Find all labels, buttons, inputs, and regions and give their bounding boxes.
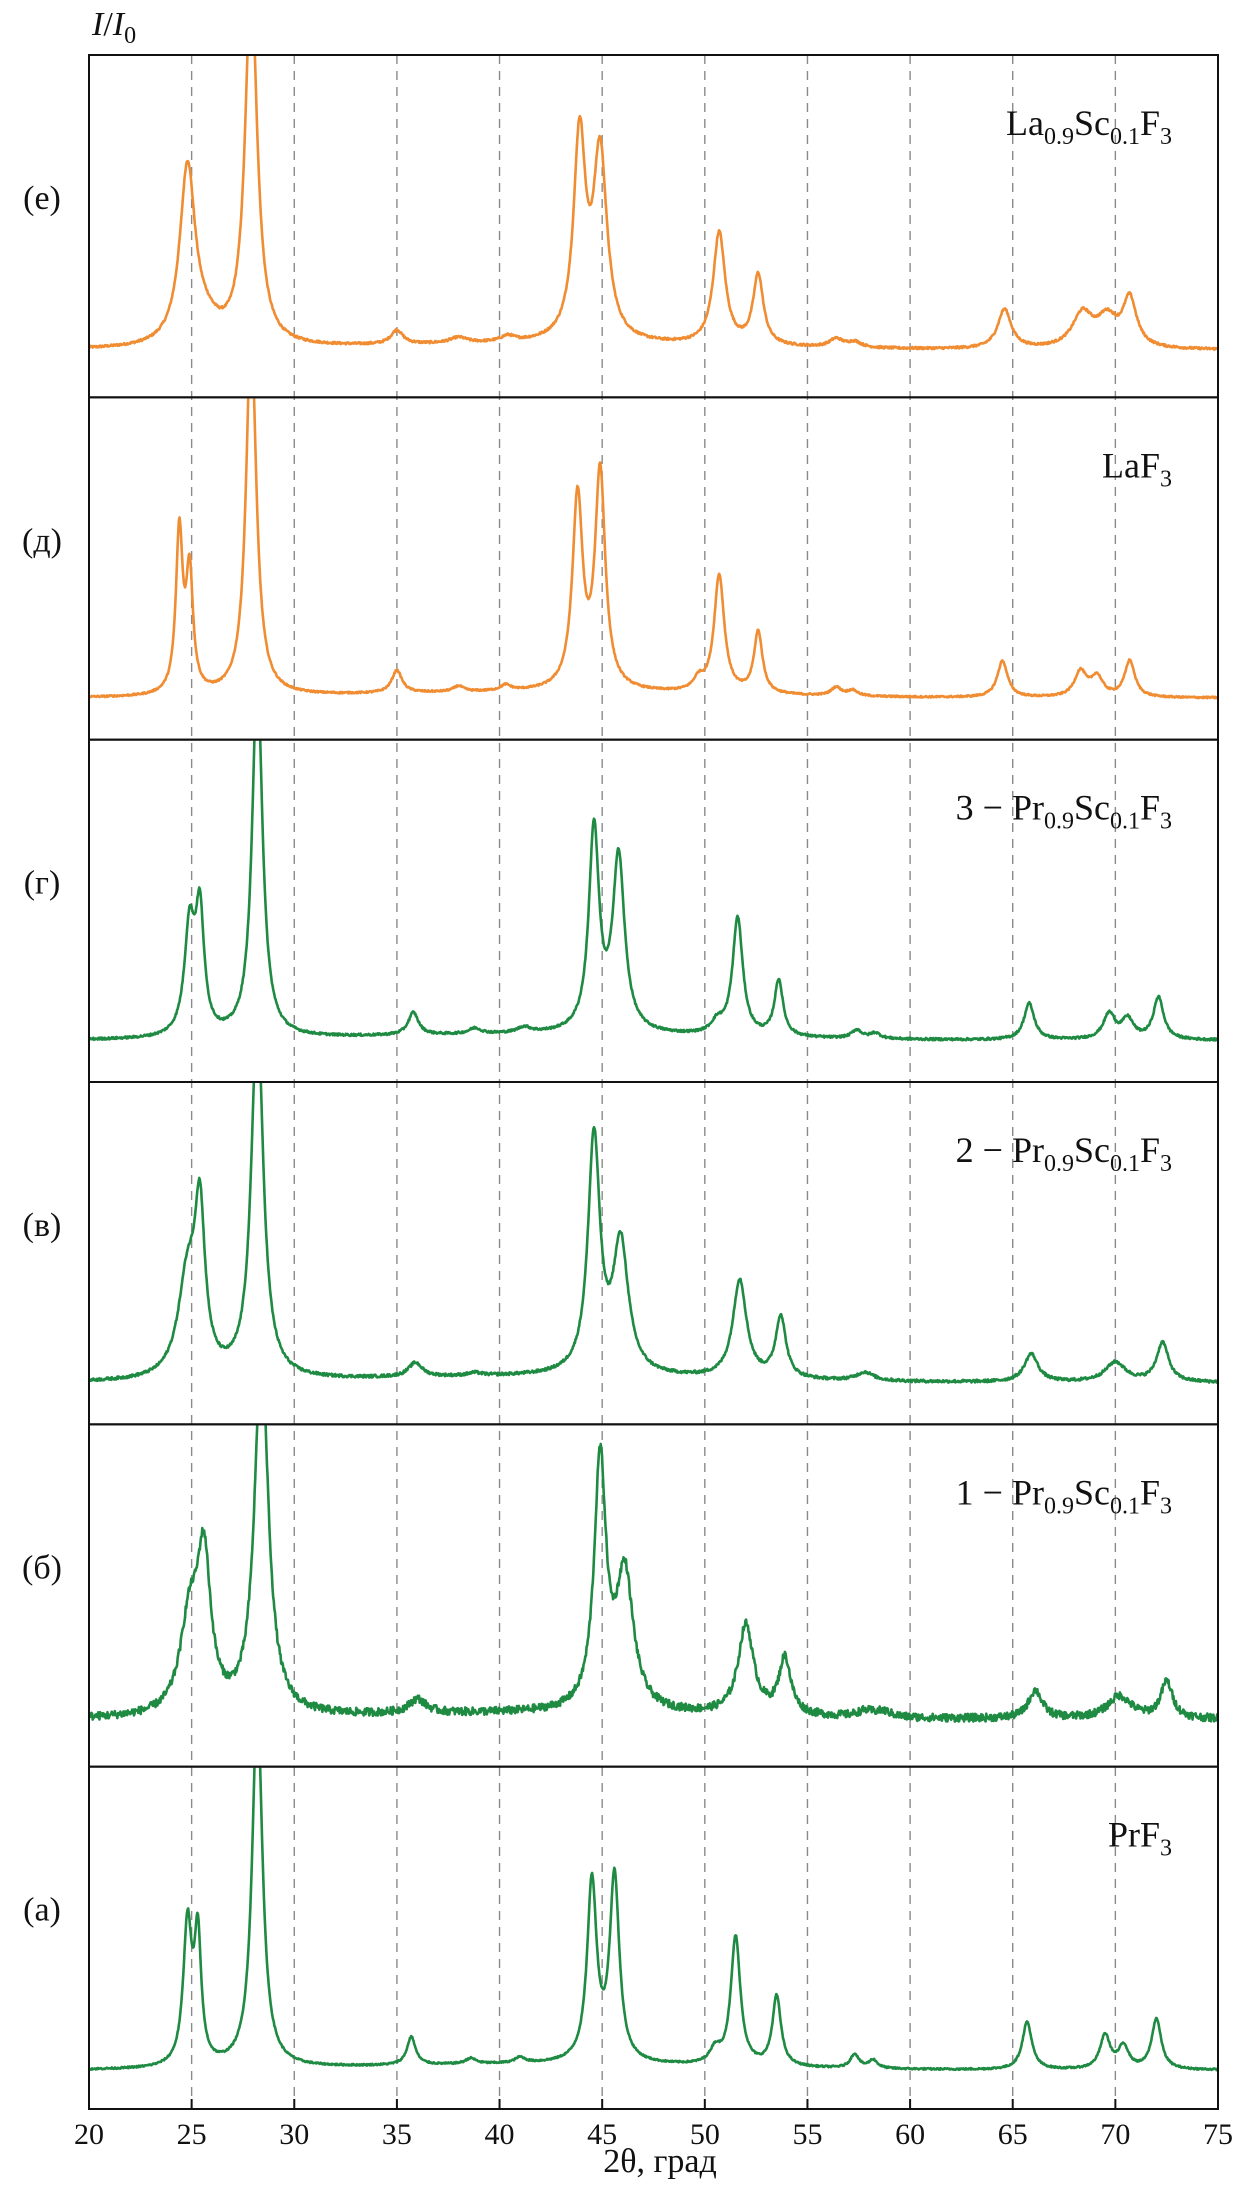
x-tick-label-20: 20	[74, 2118, 104, 2151]
label-part: F	[1140, 1472, 1160, 1512]
panel-tag-1: (е)	[23, 180, 61, 217]
y-axis-label: I/I0	[91, 6, 136, 49]
label-subscript: 0.9	[1044, 1151, 1074, 1177]
label-subscript: 0.1	[1110, 809, 1140, 835]
label-subscript: 0.9	[1044, 1493, 1074, 1519]
label-part: Sc	[1074, 1130, 1110, 1170]
panel-tag-5: (б)	[22, 1549, 62, 1586]
panel-labels: (е)La0.9Sc0.1F3(д)LaF3(г)3 − Pr0.9Sc0.1F…	[22, 103, 1172, 1929]
label-part: Sc	[1074, 1472, 1110, 1512]
x-tick-label-25: 25	[177, 2118, 207, 2151]
x-tick-label-45: 45	[587, 2118, 617, 2151]
panel-label-6: PrF3	[1108, 1815, 1172, 1862]
series-line-2	[89, 398, 1218, 700]
panel-tag-2: (д)	[22, 522, 62, 559]
panel-label-1: La0.9Sc0.1F3	[1006, 103, 1172, 150]
label-subscript: 0.1	[1110, 1493, 1140, 1519]
panel-frame-1	[88, 54, 1219, 399]
x-tick-label-35: 35	[382, 2118, 412, 2151]
panel-frame-6	[88, 1765, 1219, 2110]
x-tick-label-30: 30	[279, 2118, 309, 2151]
label-part: 2 − Pr	[956, 1130, 1044, 1170]
series-line-1	[89, 56, 1218, 352]
x-tick-label-75: 75	[1203, 2118, 1233, 2151]
panel-label-5: 1 − Pr0.9Sc0.1F3	[956, 1472, 1172, 1519]
label-part: 3 − Pr	[956, 788, 1044, 828]
label-part: F	[1140, 1130, 1160, 1170]
label-part: F	[1140, 103, 1160, 143]
label-part: F	[1140, 788, 1160, 828]
x-tick-label-65: 65	[998, 2118, 1028, 2151]
panel-tag-3: (г)	[24, 865, 61, 902]
x-tick-label-55: 55	[792, 2118, 822, 2151]
label-part: La	[1006, 103, 1044, 143]
panel-label-2: LaF3	[1102, 445, 1172, 492]
series-line-3	[89, 740, 1218, 1042]
panel-frame-5	[88, 1423, 1219, 1768]
label-part: Sc	[1074, 103, 1110, 143]
label-subscript: 0.1	[1110, 124, 1140, 150]
label-subscript: 0.9	[1044, 124, 1074, 150]
x-tick-label-40: 40	[485, 2118, 515, 2151]
label-subscript: 3	[1160, 124, 1172, 150]
panel-label-3: 3 − Pr0.9Sc0.1F3	[956, 788, 1172, 835]
label-subscript: 0.1	[1110, 1151, 1140, 1177]
series-line-6	[89, 1767, 1218, 2072]
x-tick-label-60: 60	[895, 2118, 925, 2151]
label-subscript: 3	[1160, 1493, 1172, 1519]
label-subscript: 3	[1160, 1151, 1172, 1177]
panel-label-4: 2 − Pr0.9Sc0.1F3	[956, 1130, 1172, 1177]
x-tick-label-50: 50	[690, 2118, 720, 2151]
panel-frame-4	[88, 1081, 1219, 1426]
label-part: LaF	[1102, 445, 1160, 485]
label-subscript: 3	[1160, 809, 1172, 835]
series-line-5	[89, 1425, 1218, 1723]
label-subscript: 3	[1160, 466, 1172, 492]
x-axis-label: 2θ, град	[603, 2143, 717, 2180]
x-tick-label-70: 70	[1100, 2118, 1130, 2151]
x-axis: 20 25 30 35 40 45 50 55 60 65 70 75	[74, 2099, 1233, 2151]
label-part: Sc	[1074, 788, 1110, 828]
label-subscript: 0.9	[1044, 809, 1074, 835]
label-part: PrF	[1108, 1815, 1160, 1855]
panel-frames	[88, 54, 1219, 2110]
panel-tag-6: (а)	[23, 1892, 61, 1929]
panel-tag-4: (в)	[23, 1207, 62, 1244]
label-part: 1 − Pr	[956, 1472, 1044, 1512]
diffraction-patterns	[89, 56, 1218, 2072]
label-subscript: 3	[1160, 1836, 1172, 1862]
series-line-4	[89, 1083, 1218, 1384]
panel-frame-3	[88, 738, 1219, 1084]
